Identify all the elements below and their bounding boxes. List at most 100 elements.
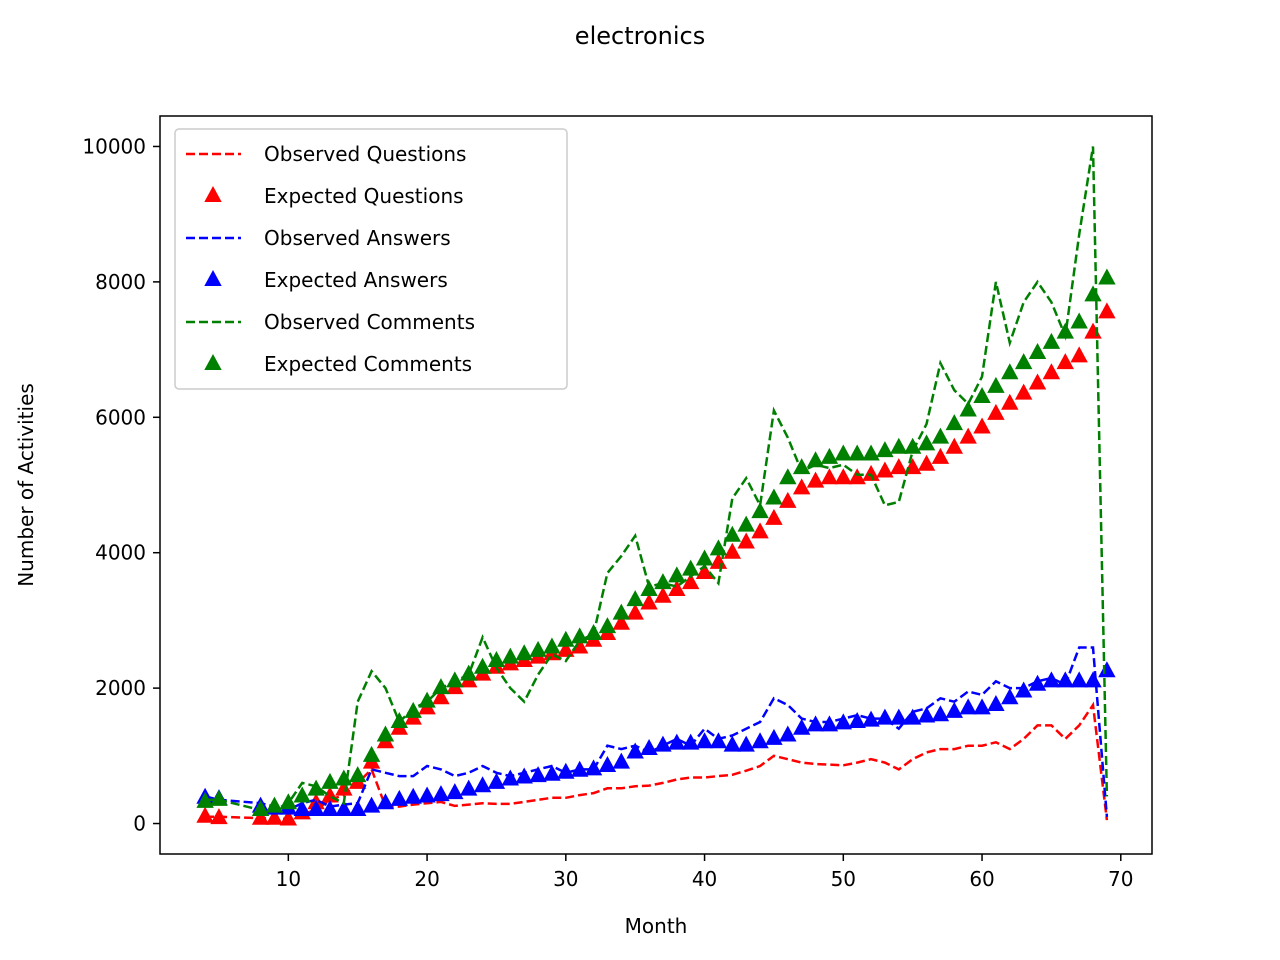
data-point-expected-comments — [959, 400, 977, 417]
data-point-expected-comments — [751, 502, 769, 519]
chart-title: electronics — [575, 22, 705, 50]
y-tick-label: 4000 — [95, 541, 146, 565]
data-point-expected-answers — [931, 705, 950, 722]
data-point-expected-questions — [848, 468, 866, 485]
data-point-expected-answers — [501, 769, 520, 786]
data-point-expected-comments — [612, 603, 631, 620]
data-point-expected-questions — [751, 522, 769, 539]
plot-frame — [159, 115, 1153, 855]
data-point-expected-comments — [1014, 353, 1033, 370]
data-point-expected-questions — [987, 403, 1005, 420]
x-tick-label: 30 — [553, 867, 578, 891]
data-point-expected-comments — [446, 671, 464, 688]
legend-label-observed-questions: Observed Questions — [264, 142, 466, 166]
y-axis: 0 2000 4000 6000 8000 10000 — [82, 134, 160, 836]
data-point-expected-answers — [487, 772, 506, 789]
data-point-expected-answers — [612, 752, 631, 769]
data-point-expected-answers — [1001, 688, 1019, 705]
data-point-expected-answers — [362, 796, 381, 813]
data-point-expected-comments — [973, 386, 991, 403]
data-point-expected-questions — [806, 471, 825, 488]
x-axis: 10 20 30 40 50 60 70 — [276, 854, 1134, 891]
data-point-expected-comments — [737, 515, 755, 532]
data-point-expected-comments — [598, 617, 617, 634]
data-point-expected-comments — [945, 414, 963, 431]
data-point-expected-comments — [1001, 363, 1019, 380]
data-point-expected-questions — [570, 637, 589, 654]
series-line-observed-comments — [205, 146, 1109, 812]
legend: Observed Questions Expected Questions Obse… — [174, 128, 568, 390]
legend-marker-expected-comments — [204, 354, 222, 370]
y-tick-label: 10000 — [82, 134, 146, 158]
data-point-expected-comments — [196, 791, 214, 808]
data-point-expected-comments — [515, 644, 533, 661]
legend-label-expected-answers: Expected Answers — [264, 268, 448, 292]
data-point-expected-questions — [890, 458, 908, 475]
data-point-expected-comments — [931, 427, 950, 444]
data-point-expected-comments — [473, 657, 492, 674]
series-observed-comments — [205, 146, 1109, 812]
data-point-expected-questions — [1001, 393, 1019, 410]
plot-area — [196, 146, 1116, 826]
data-point-expected-answers — [903, 708, 922, 725]
data-point-expected-questions — [834, 468, 853, 485]
data-point-expected-comments — [362, 745, 381, 762]
data-point-expected-comments — [251, 799, 270, 816]
data-point-expected-answers — [765, 728, 783, 745]
data-point-expected-comments — [917, 434, 936, 451]
x-tick-label: 70 — [1108, 867, 1133, 891]
data-point-expected-answers — [404, 787, 422, 804]
x-axis-label: Month — [625, 914, 688, 938]
data-point-expected-questions — [640, 593, 658, 610]
data-point-expected-answers — [876, 708, 894, 725]
data-point-expected-comments — [335, 769, 353, 786]
data-point-expected-answers — [390, 789, 409, 806]
data-point-expected-answers — [1042, 671, 1061, 688]
data-point-expected-comments — [640, 579, 658, 596]
legend-box — [174, 128, 568, 390]
data-point-expected-questions — [1042, 363, 1061, 380]
data-point-expected-answers — [446, 783, 464, 800]
data-point-expected-questions — [612, 613, 631, 630]
data-point-expected-comments — [404, 701, 422, 718]
data-point-expected-comments — [543, 637, 561, 654]
data-point-expected-answers — [584, 759, 603, 776]
data-point-expected-comments — [1028, 342, 1047, 359]
data-point-expected-questions — [945, 437, 963, 454]
data-point-expected-answers — [1098, 661, 1116, 678]
data-point-expected-answers — [737, 735, 755, 752]
data-point-expected-answers — [640, 739, 658, 756]
data-point-expected-questions — [737, 532, 755, 549]
data-point-expected-answers — [1014, 681, 1033, 698]
data-point-expected-comments — [376, 725, 395, 742]
data-point-expected-questions — [931, 447, 950, 464]
data-point-expected-comments — [681, 559, 700, 576]
data-point-expected-answers — [1070, 671, 1088, 688]
data-point-expected-comments — [654, 573, 672, 590]
data-point-expected-answers — [848, 711, 866, 728]
data-point-expected-comments — [1084, 285, 1102, 302]
data-point-expected-answers — [543, 764, 561, 781]
data-point-expected-comments — [709, 539, 728, 556]
data-point-expected-comments — [876, 441, 894, 458]
data-point-expected-comments — [1070, 312, 1088, 329]
data-point-expected-comments — [487, 651, 506, 668]
data-point-expected-answers — [723, 735, 742, 752]
data-point-expected-answers — [598, 755, 617, 772]
data-point-expected-answers — [820, 715, 839, 732]
data-point-expected-questions — [1098, 302, 1116, 319]
data-point-expected-comments — [418, 691, 436, 708]
data-point-expected-questions — [1014, 383, 1033, 400]
data-point-expected-answers — [834, 713, 853, 730]
data-point-expected-questions — [695, 563, 714, 580]
data-point-expected-questions — [557, 640, 575, 657]
legend-label-observed-answers: Observed Answers — [264, 226, 451, 250]
series-observed-questions — [205, 701, 1109, 821]
data-point-expected-comments — [806, 451, 825, 468]
data-point-expected-comments — [862, 444, 880, 461]
data-point-expected-answers — [959, 698, 977, 715]
data-point-expected-questions — [335, 779, 353, 796]
data-point-expected-questions — [959, 427, 977, 444]
data-point-expected-answers — [806, 715, 825, 732]
